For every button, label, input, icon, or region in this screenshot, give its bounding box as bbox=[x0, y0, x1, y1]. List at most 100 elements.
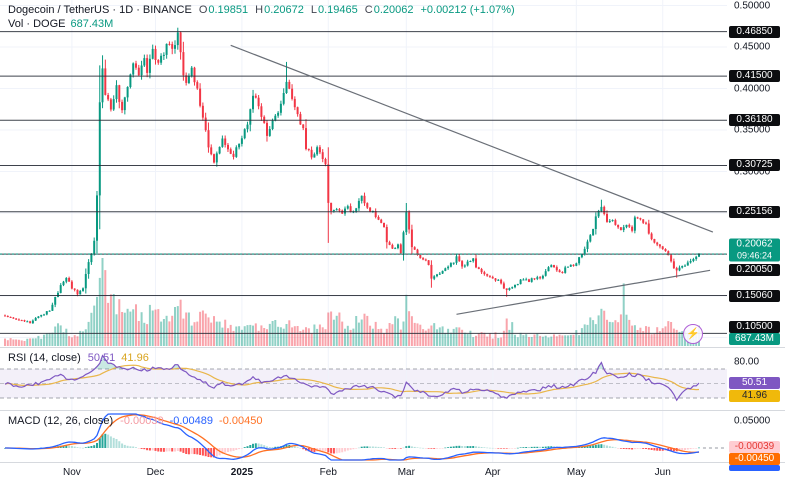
macd-histogram-bar bbox=[369, 446, 372, 448]
volume-bar bbox=[54, 326, 57, 346]
trendline[interactable] bbox=[456, 269, 711, 315]
macd-histogram-bar bbox=[366, 446, 369, 448]
macd-histogram-bar bbox=[285, 444, 288, 448]
volume-bar bbox=[174, 307, 176, 346]
volume-bar bbox=[190, 325, 193, 346]
volume-bar bbox=[642, 331, 645, 346]
candle-body bbox=[441, 270, 444, 274]
volume-bar bbox=[385, 328, 388, 346]
instant-order-button[interactable]: ⚡ bbox=[683, 324, 703, 344]
time-axis-label-nov[interactable]: Nov bbox=[62, 467, 81, 478]
price-level-badge: 0.41500 bbox=[729, 70, 780, 83]
candle-body bbox=[302, 124, 305, 129]
volume-bar bbox=[427, 328, 430, 346]
macd-histogram-bar bbox=[402, 447, 405, 449]
candle-body bbox=[541, 275, 544, 279]
time-axis-label-jun[interactable]: Jun bbox=[654, 467, 671, 478]
pane-separator-rsi[interactable] bbox=[0, 347, 785, 348]
candle-body bbox=[321, 152, 324, 159]
time-axis-label-mar[interactable]: Mar bbox=[397, 467, 415, 478]
time-scale[interactable]: Nov Dec 2025 Feb Mar Apr May Jun bbox=[0, 463, 785, 484]
candle-body bbox=[611, 220, 614, 222]
volume-bar bbox=[586, 324, 589, 346]
time-axis-label-dec[interactable]: Dec bbox=[146, 467, 165, 478]
volume-bar bbox=[282, 328, 285, 346]
macd-histogram-bar bbox=[254, 443, 257, 448]
candle-body bbox=[68, 278, 71, 282]
candle-body bbox=[519, 279, 522, 285]
candle-body bbox=[530, 278, 533, 282]
candle-body bbox=[377, 217, 380, 220]
price-pane-canvas[interactable] bbox=[0, 0, 727, 347]
price-level-badge: 0.25156 bbox=[729, 205, 780, 218]
volume-bar bbox=[87, 321, 90, 346]
rsi-pane-canvas[interactable] bbox=[0, 348, 727, 410]
macd-histogram-bar bbox=[536, 446, 539, 448]
pane-separator-macd[interactable] bbox=[0, 410, 785, 411]
volume-bar bbox=[530, 337, 533, 346]
time-axis-label-may[interactable]: May bbox=[566, 467, 586, 478]
candle-body bbox=[43, 314, 45, 316]
volume-bar bbox=[625, 314, 628, 346]
volume-bar bbox=[636, 330, 639, 346]
time-axis-label-2025[interactable]: 2025 bbox=[230, 467, 254, 478]
macd-histogram-bar bbox=[480, 447, 483, 448]
volume-bar bbox=[132, 309, 135, 346]
candle-body bbox=[664, 249, 667, 252]
volume-bar bbox=[491, 338, 494, 346]
candle-body bbox=[525, 279, 528, 281]
volume-bar bbox=[305, 327, 307, 346]
candle-body bbox=[126, 87, 129, 98]
price-level-badge: 0.10500 bbox=[729, 321, 780, 333]
volume-bar bbox=[631, 325, 634, 346]
macd-histogram-bar bbox=[299, 448, 302, 449]
macd-histogram-bar bbox=[695, 448, 698, 449]
macd-histogram-bar bbox=[310, 448, 313, 452]
macd-histogram-bar bbox=[377, 446, 380, 448]
volume-bar bbox=[165, 315, 168, 346]
time-axis-label-apr[interactable]: Apr bbox=[484, 467, 501, 478]
macd-histogram-bar bbox=[461, 446, 464, 448]
macd-histogram-bar bbox=[182, 448, 185, 453]
candle-body bbox=[444, 268, 447, 271]
volume-bar bbox=[477, 333, 480, 346]
price-scale[interactable]: 0.50000 0.45000 0.40000 0.35000 0.30000 80.00… bbox=[727, 0, 785, 484]
volume-bar bbox=[483, 332, 486, 346]
volume-bar bbox=[65, 328, 68, 346]
candle-body bbox=[480, 269, 483, 273]
volume-bar bbox=[444, 332, 447, 346]
volume-bar bbox=[279, 327, 282, 346]
candle-body bbox=[291, 88, 294, 99]
candle-body bbox=[210, 147, 213, 155]
volume-bar bbox=[550, 336, 553, 346]
macd-pane-canvas[interactable] bbox=[0, 411, 727, 462]
time-axis-label-feb[interactable]: Feb bbox=[319, 467, 337, 478]
candle-body bbox=[698, 254, 700, 257]
macd-histogram-bar bbox=[472, 446, 475, 448]
volume-bar bbox=[221, 327, 224, 346]
volume-bar bbox=[291, 327, 294, 346]
candle-body bbox=[380, 219, 383, 223]
volume-bar bbox=[123, 312, 126, 346]
macd-histogram-bar bbox=[210, 448, 213, 458]
volume-bar bbox=[544, 335, 547, 346]
volume-bar bbox=[508, 329, 511, 346]
candle-body bbox=[257, 97, 260, 107]
candle-body bbox=[436, 274, 438, 277]
trendline[interactable] bbox=[230, 44, 714, 233]
volume-bar bbox=[366, 315, 369, 346]
macd-histogram-bar bbox=[121, 443, 124, 448]
volume-bar bbox=[603, 310, 606, 346]
candle-body bbox=[363, 195, 366, 204]
macd-hist-badge: -0.00039 bbox=[729, 441, 780, 453]
candle-body bbox=[558, 270, 561, 273]
volume-bar bbox=[433, 323, 436, 346]
macd-histogram-bar bbox=[129, 446, 132, 448]
candle-body bbox=[555, 267, 558, 271]
candle-body bbox=[472, 258, 475, 262]
candle-body bbox=[567, 266, 569, 268]
volume-bar bbox=[369, 325, 372, 346]
volume-bar bbox=[157, 309, 160, 346]
candle-body bbox=[600, 206, 603, 211]
